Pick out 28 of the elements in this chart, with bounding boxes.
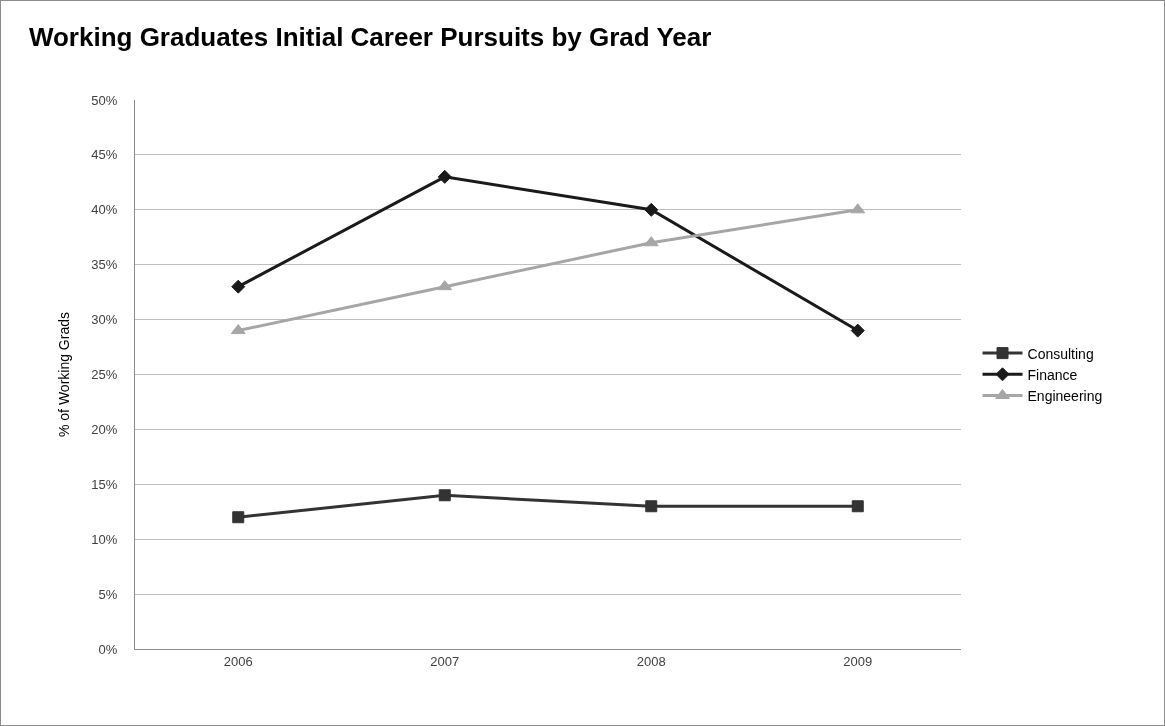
x-tick-label: 2009 <box>843 653 873 669</box>
point <box>231 279 246 294</box>
legend-label: Consulting <box>1027 345 1094 362</box>
y-tick-label: 45% <box>91 147 118 163</box>
y-tick-label: 15% <box>91 476 118 492</box>
y-tick-label: 30% <box>91 312 118 328</box>
x-tick-label: 2007 <box>430 653 460 669</box>
point <box>644 202 659 217</box>
chart-title: Working Graduates Initial Career Pursuits by Grad Year <box>28 22 712 53</box>
point <box>851 500 864 513</box>
legend-label: Finance <box>1027 366 1078 383</box>
x-tick-label: 2008 <box>636 653 666 669</box>
y-tick-label: 20% <box>91 421 118 437</box>
point <box>438 489 451 502</box>
x-tick-label: 2006 <box>223 653 253 669</box>
point <box>437 169 452 184</box>
y-tick-label: 50% <box>91 92 118 108</box>
legend-label: Engineering <box>1027 387 1103 404</box>
point <box>850 323 865 338</box>
y-axis-title: % of Working Grads <box>55 311 72 438</box>
y-tick-label: 0% <box>98 641 118 657</box>
y-tick-label: 25% <box>91 367 118 383</box>
y-tick-label: 35% <box>91 257 118 273</box>
y-tick-label: 10% <box>91 531 118 547</box>
point <box>232 511 245 524</box>
y-tick-label: 5% <box>98 586 118 602</box>
point <box>645 500 658 513</box>
y-tick-label: 40% <box>91 202 118 218</box>
